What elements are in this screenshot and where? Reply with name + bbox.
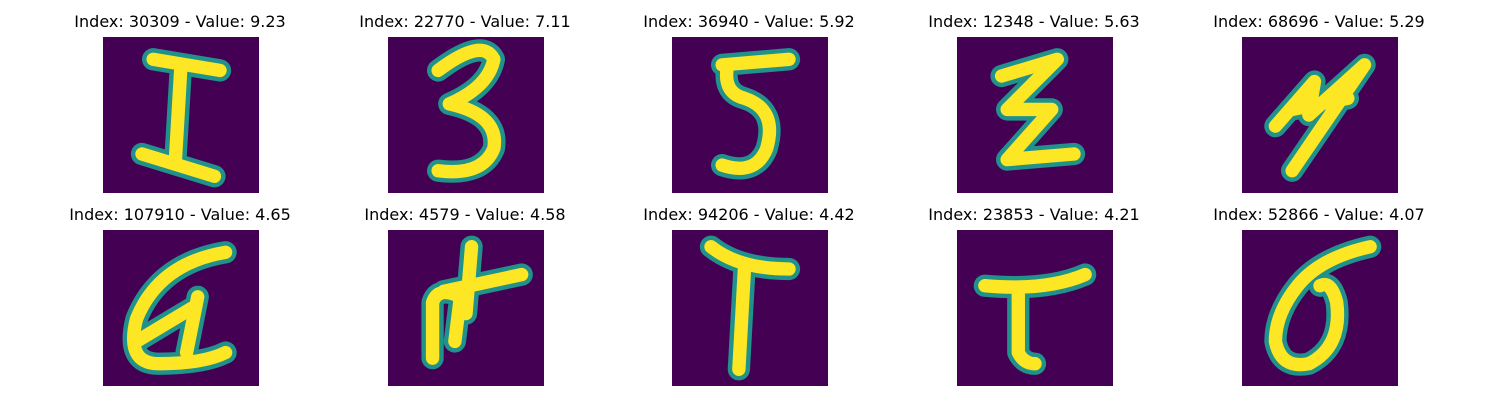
digit-image-10	[1242, 230, 1398, 386]
panel-title-2: Index: 22770 - Value: 7.11	[359, 12, 571, 31]
panel-title-10: Index: 52866 - Value: 4.07	[1213, 205, 1425, 224]
panel-title-3: Index: 36940 - Value: 5.92	[643, 12, 855, 31]
digit-image-2	[388, 37, 544, 193]
handwritten-glyph-image	[103, 37, 259, 193]
digit-image-6	[103, 230, 259, 386]
digit-image-4	[957, 37, 1113, 193]
handwritten-glyph-image	[957, 230, 1113, 386]
digit-image-3	[672, 37, 828, 193]
digit-image-1	[103, 37, 259, 193]
handwritten-glyph-image	[672, 37, 828, 193]
panel-title-5: Index: 68696 - Value: 5.29	[1213, 12, 1425, 31]
panel-title-1: Index: 30309 - Value: 9.23	[74, 12, 286, 31]
handwritten-glyph-image	[1242, 230, 1398, 386]
digit-image-9	[957, 230, 1113, 386]
handwritten-glyph-image	[388, 37, 544, 193]
panel-title-6: Index: 107910 - Value: 4.65	[69, 205, 291, 224]
panel-title-4: Index: 12348 - Value: 5.63	[928, 12, 1140, 31]
panel-title-9: Index: 23853 - Value: 4.21	[928, 205, 1140, 224]
digit-image-7	[388, 230, 544, 386]
handwritten-glyph-image	[388, 230, 544, 386]
panel-title-7: Index: 4579 - Value: 4.58	[364, 205, 566, 224]
handwritten-glyph-image	[672, 230, 828, 386]
handwritten-glyph-image	[1242, 37, 1398, 193]
digit-image-5	[1242, 37, 1398, 193]
handwritten-glyph-image	[957, 37, 1113, 193]
panel-title-8: Index: 94206 - Value: 4.42	[643, 205, 855, 224]
digit-image-8	[672, 230, 828, 386]
handwritten-glyph-image	[103, 230, 259, 386]
